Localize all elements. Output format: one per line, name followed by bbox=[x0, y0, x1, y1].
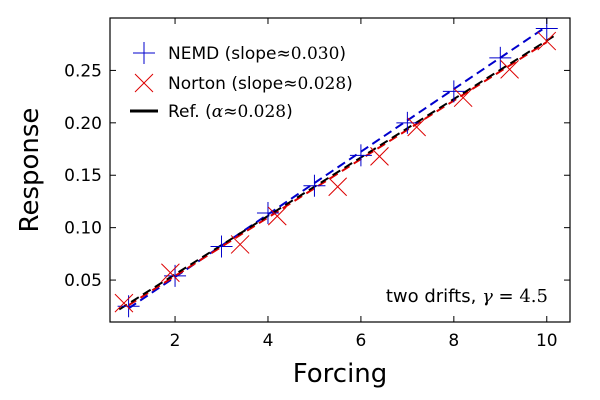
point-norton bbox=[500, 60, 519, 79]
plot-frame bbox=[109, 17, 571, 323]
point-norton bbox=[161, 263, 180, 283]
x-tick-label: 6 bbox=[355, 331, 366, 351]
y-tick-label: 0.10 bbox=[64, 219, 102, 239]
fit-line-norton bbox=[128, 41, 548, 307]
point-nemd bbox=[210, 235, 233, 258]
legend-entry-ref: Ref. (α≈0.028) bbox=[168, 102, 293, 122]
legend-marker-norton bbox=[134, 73, 154, 93]
point-norton bbox=[370, 147, 389, 166]
fit-line-reference bbox=[118, 33, 557, 311]
point-nemd bbox=[349, 144, 372, 167]
legend-entry-norton: Norton (slope≈0.028) bbox=[168, 74, 353, 94]
point-nemd bbox=[442, 80, 465, 103]
x-tick-label: 2 bbox=[170, 331, 181, 351]
point-norton bbox=[114, 293, 134, 313]
x-tick-label: 10 bbox=[536, 331, 558, 351]
point-norton bbox=[328, 177, 348, 197]
legend-entry-nemd: NEMD (slope≈0.030) bbox=[168, 44, 346, 64]
fit-lines bbox=[118, 25, 557, 311]
y-tick-label: 0.15 bbox=[64, 166, 102, 186]
legend: NEMD (slope≈0.030) Norton (slope≈0.028) … bbox=[130, 42, 353, 122]
point-nemd bbox=[396, 111, 419, 134]
axis-ticks: 2 4 6 8 10 0.05 0.10 0.15 0.20 0.25 bbox=[64, 18, 570, 351]
y-tick-label: 0.25 bbox=[64, 61, 102, 81]
annotation-two-drifts: two drifts, γ = 4.5 bbox=[386, 286, 548, 307]
data-points bbox=[114, 17, 558, 318]
point-norton bbox=[453, 88, 473, 108]
y-axis-label: Response bbox=[15, 108, 45, 233]
point-norton bbox=[407, 117, 427, 137]
point-nemd bbox=[256, 201, 279, 224]
legend-marker-nemd bbox=[133, 42, 155, 64]
x-tick-label: 8 bbox=[448, 331, 459, 351]
point-norton bbox=[230, 235, 250, 254]
y-tick-label: 0.05 bbox=[64, 271, 102, 291]
point-norton bbox=[537, 31, 557, 51]
y-tick-label: 0.20 bbox=[64, 114, 102, 134]
x-tick-label: 4 bbox=[263, 331, 274, 351]
point-norton bbox=[267, 206, 287, 226]
point-nemd bbox=[489, 46, 512, 69]
x-axis-label: Forcing bbox=[293, 359, 388, 389]
point-nemd bbox=[303, 174, 326, 197]
fit-line-nemd bbox=[128, 25, 548, 310]
